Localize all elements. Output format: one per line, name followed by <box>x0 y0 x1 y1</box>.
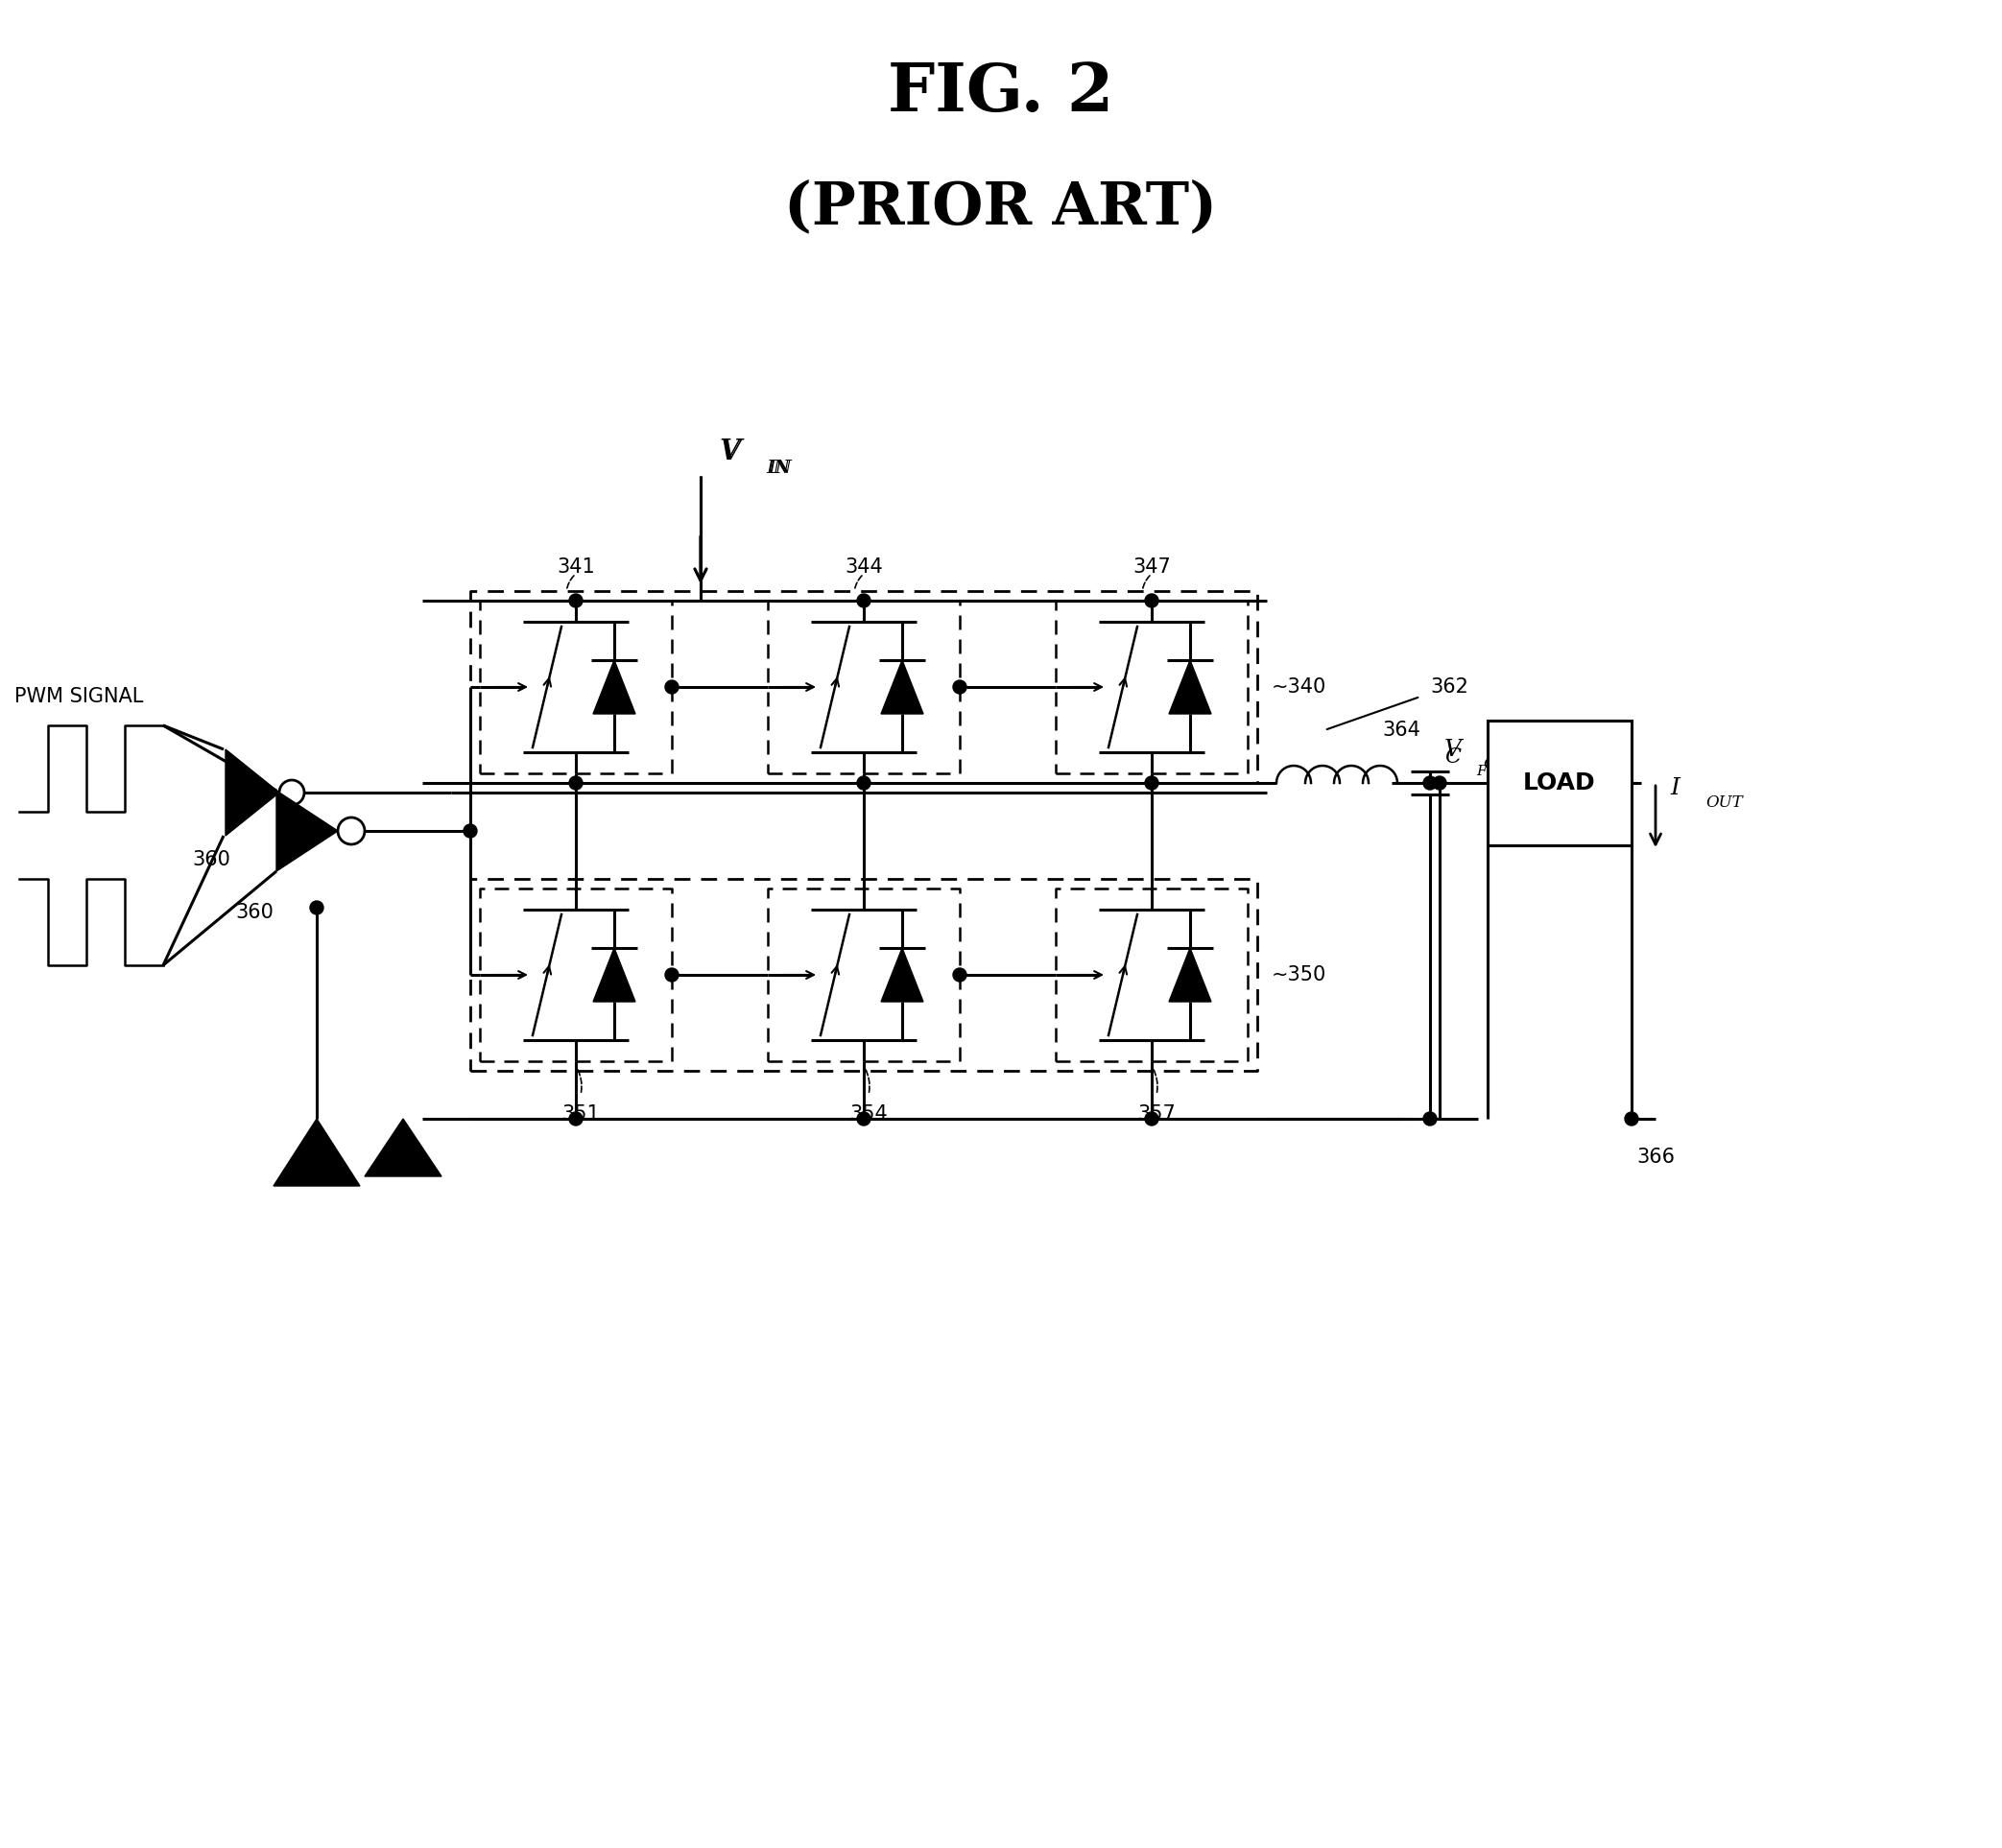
Text: V: V <box>721 438 743 466</box>
Circle shape <box>569 1112 583 1125</box>
Circle shape <box>665 680 679 693</box>
Polygon shape <box>226 750 280 835</box>
Text: 364: 364 <box>1381 721 1419 739</box>
Text: FIG. 2: FIG. 2 <box>889 59 1113 124</box>
Polygon shape <box>1169 660 1211 713</box>
Polygon shape <box>274 1118 360 1186</box>
Circle shape <box>953 968 967 981</box>
Circle shape <box>1423 776 1437 789</box>
Circle shape <box>1145 1112 1159 1125</box>
Polygon shape <box>1169 948 1211 1002</box>
Circle shape <box>857 593 871 608</box>
Text: OUT: OUT <box>1483 756 1520 772</box>
Circle shape <box>1423 1112 1437 1125</box>
Polygon shape <box>593 660 635 713</box>
Text: 341: 341 <box>557 558 595 577</box>
Circle shape <box>1145 776 1159 789</box>
Text: 351: 351 <box>561 1105 599 1124</box>
Text: 357: 357 <box>1137 1105 1175 1124</box>
Circle shape <box>665 968 679 981</box>
Circle shape <box>953 680 967 693</box>
Circle shape <box>1626 1112 1638 1125</box>
Text: 360: 360 <box>192 850 230 869</box>
Circle shape <box>310 902 324 915</box>
Text: I: I <box>1670 776 1680 798</box>
Polygon shape <box>276 791 338 870</box>
Polygon shape <box>881 660 923 713</box>
Text: PWM SIGNAL: PWM SIGNAL <box>14 687 144 706</box>
Polygon shape <box>881 948 923 1002</box>
FancyBboxPatch shape <box>1487 721 1632 845</box>
Text: OUT: OUT <box>1706 795 1742 809</box>
Text: F: F <box>1475 765 1485 778</box>
Circle shape <box>464 824 476 837</box>
Circle shape <box>857 1112 871 1125</box>
Text: 362: 362 <box>1429 678 1467 697</box>
Text: C: C <box>1443 747 1461 767</box>
Polygon shape <box>364 1118 442 1177</box>
Text: V: V <box>721 438 741 466</box>
Text: V: V <box>1443 739 1461 760</box>
Text: ~350: ~350 <box>1271 965 1327 985</box>
Circle shape <box>569 776 583 789</box>
Text: IN: IN <box>769 460 791 477</box>
Text: 354: 354 <box>849 1105 887 1124</box>
Circle shape <box>1433 776 1445 789</box>
Circle shape <box>857 776 871 789</box>
Text: (PRIOR ART): (PRIOR ART) <box>785 179 1217 237</box>
Text: ~340: ~340 <box>1271 678 1327 697</box>
Text: 360: 360 <box>234 904 274 922</box>
Text: 347: 347 <box>1133 558 1171 577</box>
Text: 344: 344 <box>845 558 883 577</box>
Polygon shape <box>593 948 635 1002</box>
Circle shape <box>569 593 583 608</box>
Circle shape <box>1145 593 1159 608</box>
Text: IN: IN <box>767 460 789 477</box>
Text: 366: 366 <box>1636 1148 1676 1166</box>
Text: LOAD: LOAD <box>1524 771 1596 795</box>
